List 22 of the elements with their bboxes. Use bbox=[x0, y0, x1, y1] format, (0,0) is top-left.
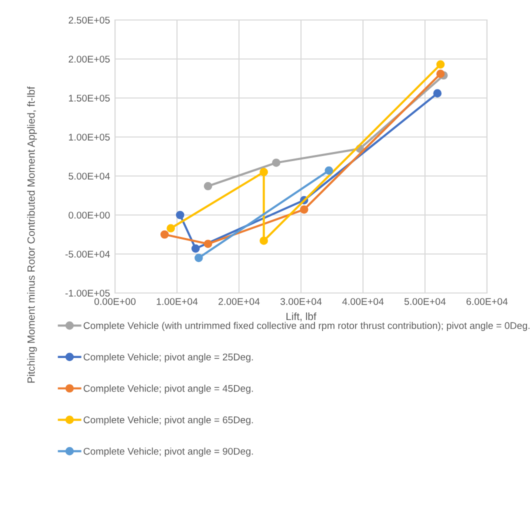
legend-label: Complete Vehicle; pivot angle = 65Deg. bbox=[84, 416, 253, 426]
y-tick-label: 0.00E+00 bbox=[68, 212, 110, 219]
y-axis-title: Pitching Moment minus Rotor Contributed Moment Applied, ft-lbf bbox=[27, 86, 37, 383]
x-tick-label: 0.00E+00 bbox=[94, 298, 136, 305]
x-tick-label: 2.00E+04 bbox=[218, 298, 260, 305]
y-tick-label: 1.50E+05 bbox=[68, 94, 110, 102]
legend-label: Complete Vehicle; pivot angle = 45Deg. bbox=[84, 384, 253, 394]
y-tick-label: -1.00E+05 bbox=[65, 290, 110, 297]
y-tick-label: 1.00E+05 bbox=[68, 134, 110, 141]
y-tick-label: -5.00E+04 bbox=[65, 250, 110, 258]
x-tick-label: 3.00E+04 bbox=[280, 298, 322, 305]
legend-label: Complete Vehicle (with untrimmed fixed collective and rpm rotor thrust contribution); pivot angle = 0Deg. bbox=[84, 322, 530, 331]
x-tick-label: 6.00E+04 bbox=[466, 298, 508, 305]
legend-label: Complete Vehicle; pivot angle = 25Deg. bbox=[84, 353, 253, 362]
x-axis-title: Lift, lbf bbox=[286, 312, 316, 322]
legend-label: Complete Vehicle; pivot angle = 90Deg. bbox=[84, 448, 253, 457]
x-tick-label: 5.00E+04 bbox=[404, 298, 446, 305]
x-tick-label: 4.00E+04 bbox=[342, 298, 384, 305]
y-tick-label: 2.50E+05 bbox=[68, 16, 110, 24]
y-tick-label: 5.00E+04 bbox=[68, 172, 110, 180]
y-tick-label: 2.00E+05 bbox=[68, 56, 110, 63]
x-tick-label: 1.00E+04 bbox=[156, 298, 198, 305]
